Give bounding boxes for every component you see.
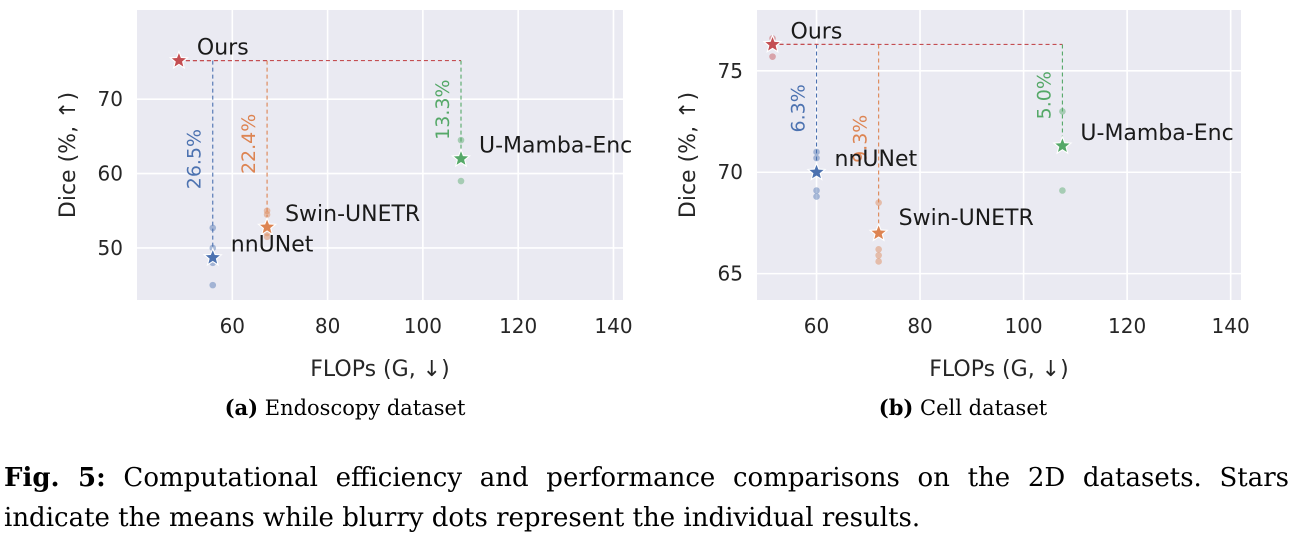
caption-text: Computational efficiency and performance…	[4, 463, 1290, 533]
point-label: Ours	[791, 19, 843, 44]
individual-point	[263, 233, 271, 241]
x-tick-label: 80	[907, 314, 932, 338]
y-tick-label: 60	[98, 162, 123, 186]
point-label: nnUNet	[231, 233, 314, 258]
subcaption-label: (b)	[879, 395, 914, 420]
individual-point	[457, 177, 465, 185]
y-tick-label: 75	[718, 59, 743, 83]
x-tick-label: 80	[315, 314, 340, 338]
individual-point	[875, 199, 882, 206]
figure-caption: Fig. 5: Computational efficiency and per…	[4, 458, 1289, 538]
point-label: Swin-UNETR	[899, 206, 1034, 231]
mean-star	[1052, 135, 1073, 155]
point-label: U-Mamba-Enc	[479, 134, 632, 159]
y-tick-label: 50	[98, 236, 123, 260]
individual-point	[457, 136, 465, 144]
x-tick-label: 140	[1212, 314, 1250, 338]
x-tick-label: 100	[1004, 314, 1042, 338]
individual-point	[813, 193, 820, 200]
chart-panel-b: 60 80 100 120 140 65 70 75 FLOPs (G, ↓) Dice (%, …	[676, 10, 1250, 420]
subcaption: (a) Endoscopy dataset	[225, 395, 466, 420]
improvement-percent: 9.3%	[850, 115, 872, 163]
x-tick-label: 60	[804, 314, 829, 338]
y-tick-label: 70	[98, 87, 123, 111]
point-label: U-Mamba-Enc	[1080, 121, 1233, 146]
individual-point	[263, 211, 271, 218]
x-tick-label: 120	[1108, 314, 1146, 338]
plot-area	[757, 10, 1241, 300]
improvement-percent: 6.3%	[788, 84, 810, 132]
caption-label: Fig. 5:	[4, 463, 106, 493]
improvement-percent: 13.3%	[432, 79, 454, 139]
individual-point	[263, 207, 271, 215]
mean-star	[868, 222, 889, 242]
x-tick-label: 140	[594, 314, 632, 338]
individual-point	[813, 187, 820, 194]
x-tick-label: 60	[220, 314, 245, 338]
individual-point	[875, 252, 882, 259]
individual-point	[813, 154, 820, 162]
individual-point	[875, 246, 882, 253]
y-axis-label: Dice (%, ↑)	[676, 92, 701, 218]
x-tick-label: 120	[499, 314, 537, 338]
point-label: nnUNet	[835, 147, 918, 172]
subcaption: (b) Cell dataset	[879, 395, 1048, 420]
individual-point	[813, 148, 820, 156]
x-axis-label: FLOPs (G, ↓)	[310, 357, 449, 382]
subcaption-text: Cell dataset	[913, 396, 1047, 420]
y-tick-label: 70	[718, 160, 743, 184]
subcaption-text: Endoscopy dataset	[258, 396, 466, 420]
mean-star	[202, 247, 223, 267]
subcaption-label: (a)	[225, 395, 258, 420]
individual-point	[875, 258, 882, 265]
individual-point	[1059, 187, 1066, 194]
mean-star	[257, 216, 278, 236]
individual-point	[1059, 108, 1066, 115]
mean-star	[168, 50, 189, 70]
improvement-percent: 22.4%	[238, 114, 260, 174]
mean-star	[806, 161, 827, 181]
x-tick-label: 100	[404, 314, 442, 338]
y-axis-label: Dice (%, ↑)	[56, 92, 81, 218]
improvement-percent: 5.0%	[1033, 71, 1055, 119]
plot-area	[137, 10, 623, 300]
individual-point	[209, 224, 217, 232]
mean-star	[762, 33, 783, 53]
mean-star	[451, 148, 471, 168]
figure-canvas: 60 80 100 120 140 50 60 70 FLOPs (G, ↓) Dice (%, …	[56, 10, 1250, 420]
point-label: Ours	[197, 36, 249, 61]
individual-point	[769, 53, 776, 60]
individual-point	[209, 281, 217, 289]
improvement-percent: 26.5%	[184, 129, 206, 189]
y-tick-label: 65	[718, 262, 743, 286]
point-label: Swin-UNETR	[285, 202, 420, 227]
x-axis-label: FLOPs (G, ↓)	[929, 357, 1068, 382]
chart-panel-a: 60 80 100 120 140 50 60 70 FLOPs (G, ↓) Dice (%, …	[56, 10, 633, 420]
